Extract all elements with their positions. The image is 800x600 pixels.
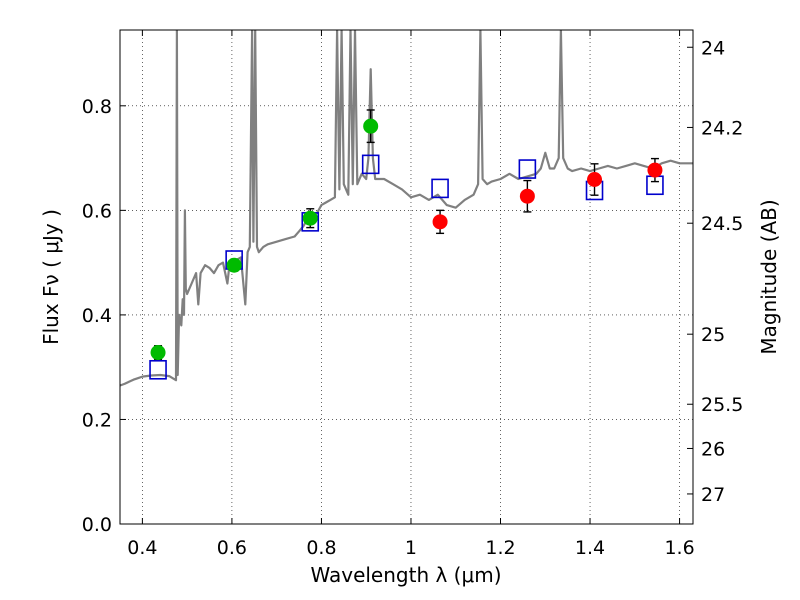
observed-flux-point — [226, 257, 242, 273]
grid-lines — [120, 30, 693, 524]
y2-tick-label: 24.2 — [701, 117, 743, 139]
y-tick-label: 0.4 — [82, 305, 112, 327]
x-tick-label: 1 — [405, 537, 417, 559]
model-photometry-square — [361, 154, 380, 175]
plot-frame — [119, 29, 694, 525]
plot-area — [120, 30, 693, 387]
x-axis-label: Wavelength λ (μm) — [310, 563, 501, 587]
y2-axis-label: Magnitude (AB) — [757, 199, 781, 354]
y-tick-label: 0.0 — [82, 514, 112, 536]
observed-flux-point — [519, 188, 535, 204]
y-tick-label: 0.2 — [82, 409, 112, 431]
model-photometry-square — [518, 159, 537, 179]
y2-tick-label: 27 — [701, 484, 725, 506]
errorbar-layer — [154, 109, 659, 361]
y2-axis-ticks: 24 24.2 24.5 25 25.5 26 27 — [687, 37, 743, 506]
x-tick-label: 1.6 — [664, 537, 694, 559]
x-tick-label: 0.8 — [306, 537, 336, 559]
y-tick-label: 0.8 — [82, 96, 112, 118]
y-tick-label: 0.6 — [82, 200, 112, 222]
model-photometry-square — [431, 178, 449, 199]
x-axis-ticks: 0.4 0.6 0.8 1 1.2 1.4 1.6 — [127, 30, 695, 559]
x-tick-label: 1.2 — [485, 537, 515, 559]
observed-flux-point — [647, 162, 663, 178]
model-photometry-square — [149, 359, 167, 380]
y2-tick-label: 24 — [701, 37, 725, 59]
y2-tick-label: 25.5 — [701, 394, 743, 416]
y2-tick-label: 26 — [701, 438, 725, 460]
y-axis-ticks: 0.0 0.2 0.4 0.6 0.8 — [82, 96, 126, 536]
x-tick-label: 0.4 — [127, 537, 157, 559]
y2-tick-label: 25 — [701, 324, 725, 346]
x-tick-label: 0.6 — [217, 537, 247, 559]
observed-flux-point — [587, 172, 603, 188]
spectrum-layer — [120, 30, 693, 387]
observed-flux-point — [432, 214, 448, 230]
model-spectrum-line — [120, 30, 693, 387]
observed-flux-point — [150, 345, 166, 361]
y2-tick-label: 24.5 — [701, 213, 743, 235]
y-axis-label: Flux Fν ( μJy ) — [39, 209, 63, 345]
observed-flux-point — [363, 118, 379, 134]
x-tick-label: 1.4 — [575, 537, 605, 559]
marker-layer — [149, 118, 664, 380]
observed-flux-point — [302, 210, 318, 226]
